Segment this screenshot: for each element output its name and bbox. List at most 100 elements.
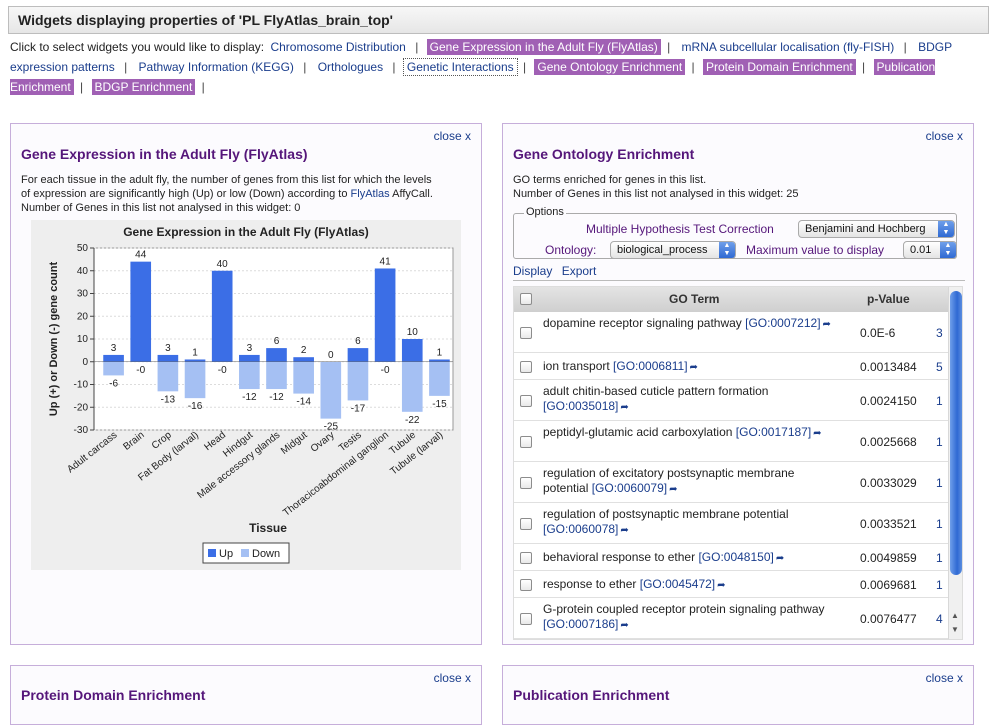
gene-count-link[interactable]: 3 <box>936 326 943 340</box>
go-widget-title: Gene Ontology Enrichment <box>513 146 695 162</box>
separator: | <box>120 60 128 74</box>
table-row: G-protein coupled receptor protein signa… <box>514 598 950 639</box>
go-id-link[interactable]: [GO:0048150] <box>698 550 774 564</box>
selector-intro: Click to select widgets you would like t… <box>10 40 265 54</box>
go-id-link[interactable]: [GO:0060079] <box>591 481 668 495</box>
scroll-down-icon[interactable]: ▼ <box>951 625 959 634</box>
go-term-cell: response to ether [GO:0045472] ➦ <box>543 577 843 593</box>
go-id-link[interactable]: [GO:0007186] <box>543 617 619 631</box>
external-link-icon[interactable]: ➦ <box>669 484 678 495</box>
widget-option[interactable]: BDGP Enrichment <box>91 79 196 95</box>
y-tick-label: -10 <box>74 380 89 391</box>
row-checkbox[interactable] <box>520 613 532 625</box>
ontology-label: Ontology: <box>545 243 597 257</box>
data-label-up: 0 <box>328 350 334 361</box>
y-tick-label: 20 <box>77 311 89 322</box>
gene-count-link[interactable]: 5 <box>936 360 943 374</box>
gene-count-link[interactable]: 1 <box>936 435 943 449</box>
chevron-updown-icon: ▲ ▼ <box>938 221 954 237</box>
data-label-down: -25 <box>324 422 339 433</box>
tab-display[interactable]: Display <box>513 264 553 278</box>
row-checkbox[interactable] <box>520 552 532 564</box>
gene-count-link[interactable]: 1 <box>936 551 943 565</box>
table-scrollbar[interactable]: ▲ ▼ <box>948 287 962 639</box>
select-all-checkbox[interactable] <box>520 293 532 305</box>
go-id-link[interactable]: [GO:0007212] <box>745 316 821 330</box>
go-term-name: dopamine receptor signaling pathway <box>543 316 742 330</box>
external-link-icon[interactable]: ➦ <box>689 362 698 373</box>
row-checkbox[interactable] <box>520 361 532 373</box>
go-id-link[interactable]: [GO:0006811] <box>613 359 688 373</box>
data-label-up: 1 <box>192 347 198 358</box>
bar-up <box>239 354 260 362</box>
widget-selector: Click to select widgets you would like t… <box>10 37 990 97</box>
external-link-icon[interactable]: ➦ <box>717 580 726 591</box>
p-value-cell: 0.0069681 <box>860 578 917 592</box>
flyatlas-link[interactable]: FlyAtlas <box>350 188 390 200</box>
tab-export[interactable]: Export <box>561 264 597 278</box>
data-label-up: 2 <box>301 345 307 356</box>
gene-count-link[interactable]: 1 <box>936 517 943 531</box>
y-tick-label: -30 <box>74 425 89 436</box>
gene-count-link[interactable]: 1 <box>936 578 943 592</box>
p-value-cell: 0.0025668 <box>860 435 917 449</box>
row-checkbox[interactable] <box>520 327 532 339</box>
row-checkbox[interactable] <box>520 395 532 407</box>
bar-up <box>157 354 179 362</box>
go-close-button[interactable]: close x <box>925 129 963 143</box>
correction-select[interactable]: Benjamini and Hochberg ▲ ▼ <box>798 220 955 238</box>
row-checkbox[interactable] <box>520 579 532 591</box>
ontology-select[interactable]: biological_process ▲ ▼ <box>610 241 736 259</box>
flyatlas-desc-text: of expression are significantly high (Up… <box>21 188 351 200</box>
widget-option[interactable]: BDGP expression patterns <box>10 40 952 74</box>
flyatlas-close-button[interactable]: close x <box>433 129 471 143</box>
gene-count-link[interactable]: 4 <box>936 612 943 626</box>
flyatlas-description: For each tissue in the adult fly, the nu… <box>21 173 481 215</box>
widget-option[interactable]: Genetic Interactions <box>402 58 518 76</box>
maxval-select[interactable]: 0.01 ▲ ▼ <box>903 241 957 259</box>
go-id-link[interactable]: [GO:0035018] <box>543 399 619 413</box>
row-checkbox[interactable] <box>520 518 532 530</box>
external-link-icon[interactable]: ➦ <box>620 402 629 413</box>
scrollbar-thumb[interactable] <box>950 291 962 575</box>
maxval-label: Maximum value to display <box>746 243 885 257</box>
external-link-icon[interactable]: ➦ <box>813 428 822 439</box>
widget-option[interactable]: mRNA subcellular localisation (fly-FISH) <box>681 40 895 54</box>
go-id-link[interactable]: [GO:0045472] <box>639 577 716 591</box>
go-desc-line1: GO terms enriched for genes in this list… <box>513 174 707 186</box>
external-link-icon[interactable]: ➦ <box>822 319 831 330</box>
go-term-cell: ion transport [GO:0006811] ➦ <box>543 359 843 375</box>
external-link-icon[interactable]: ➦ <box>620 620 629 631</box>
p-value-cell: 0.0024150 <box>860 394 917 408</box>
data-label-down: -14 <box>296 397 311 408</box>
go-term-name: behavioral response to ether <box>543 550 696 564</box>
row-checkbox[interactable] <box>520 477 532 489</box>
y-tick-label: 30 <box>77 289 89 300</box>
publication-close-button[interactable]: close x <box>925 671 963 685</box>
go-id-link[interactable]: [GO:0017187] <box>735 425 812 439</box>
widget-option[interactable]: Gene Ontology Enrichment <box>534 59 686 75</box>
protein-close-button[interactable]: close x <box>433 671 471 685</box>
gene-count-link[interactable]: 1 <box>936 394 943 408</box>
widget-option[interactable]: Orthologues <box>317 60 384 74</box>
gene-count-link[interactable]: 1 <box>936 476 943 490</box>
row-checkbox[interactable] <box>520 436 532 448</box>
scroll-up-icon[interactable]: ▲ <box>951 611 959 620</box>
bar-up <box>401 339 423 362</box>
widget-option[interactable]: Pathway Information (KEGG) <box>138 60 294 74</box>
external-link-icon[interactable]: ➦ <box>775 553 785 564</box>
data-label-up: 1 <box>437 347 443 358</box>
y-axis-label: Up (+) or Down (-) gene count <box>48 262 60 417</box>
widget-option[interactable]: Chromosome Distribution <box>270 40 406 54</box>
external-link-icon[interactable]: ➦ <box>620 525 629 536</box>
widget-option[interactable]: Protein Domain Enrichment <box>702 59 856 75</box>
go-term-cell: regulation of excitatory postsynaptic me… <box>543 466 843 497</box>
go-term-name: regulation of postsynaptic membrane pote… <box>543 507 789 521</box>
go-id-link[interactable]: [GO:0060078] <box>543 522 619 536</box>
separator: | <box>858 60 866 74</box>
go-term-cell: regulation of postsynaptic membrane pote… <box>543 507 843 538</box>
data-label-down: -12 <box>242 392 257 403</box>
data-label-up: 10 <box>407 327 419 338</box>
widget-option[interactable]: Gene Expression in the Adult Fly (FlyAtl… <box>426 39 661 55</box>
page-header: Widgets displaying properties of 'PL Fly… <box>8 6 989 34</box>
